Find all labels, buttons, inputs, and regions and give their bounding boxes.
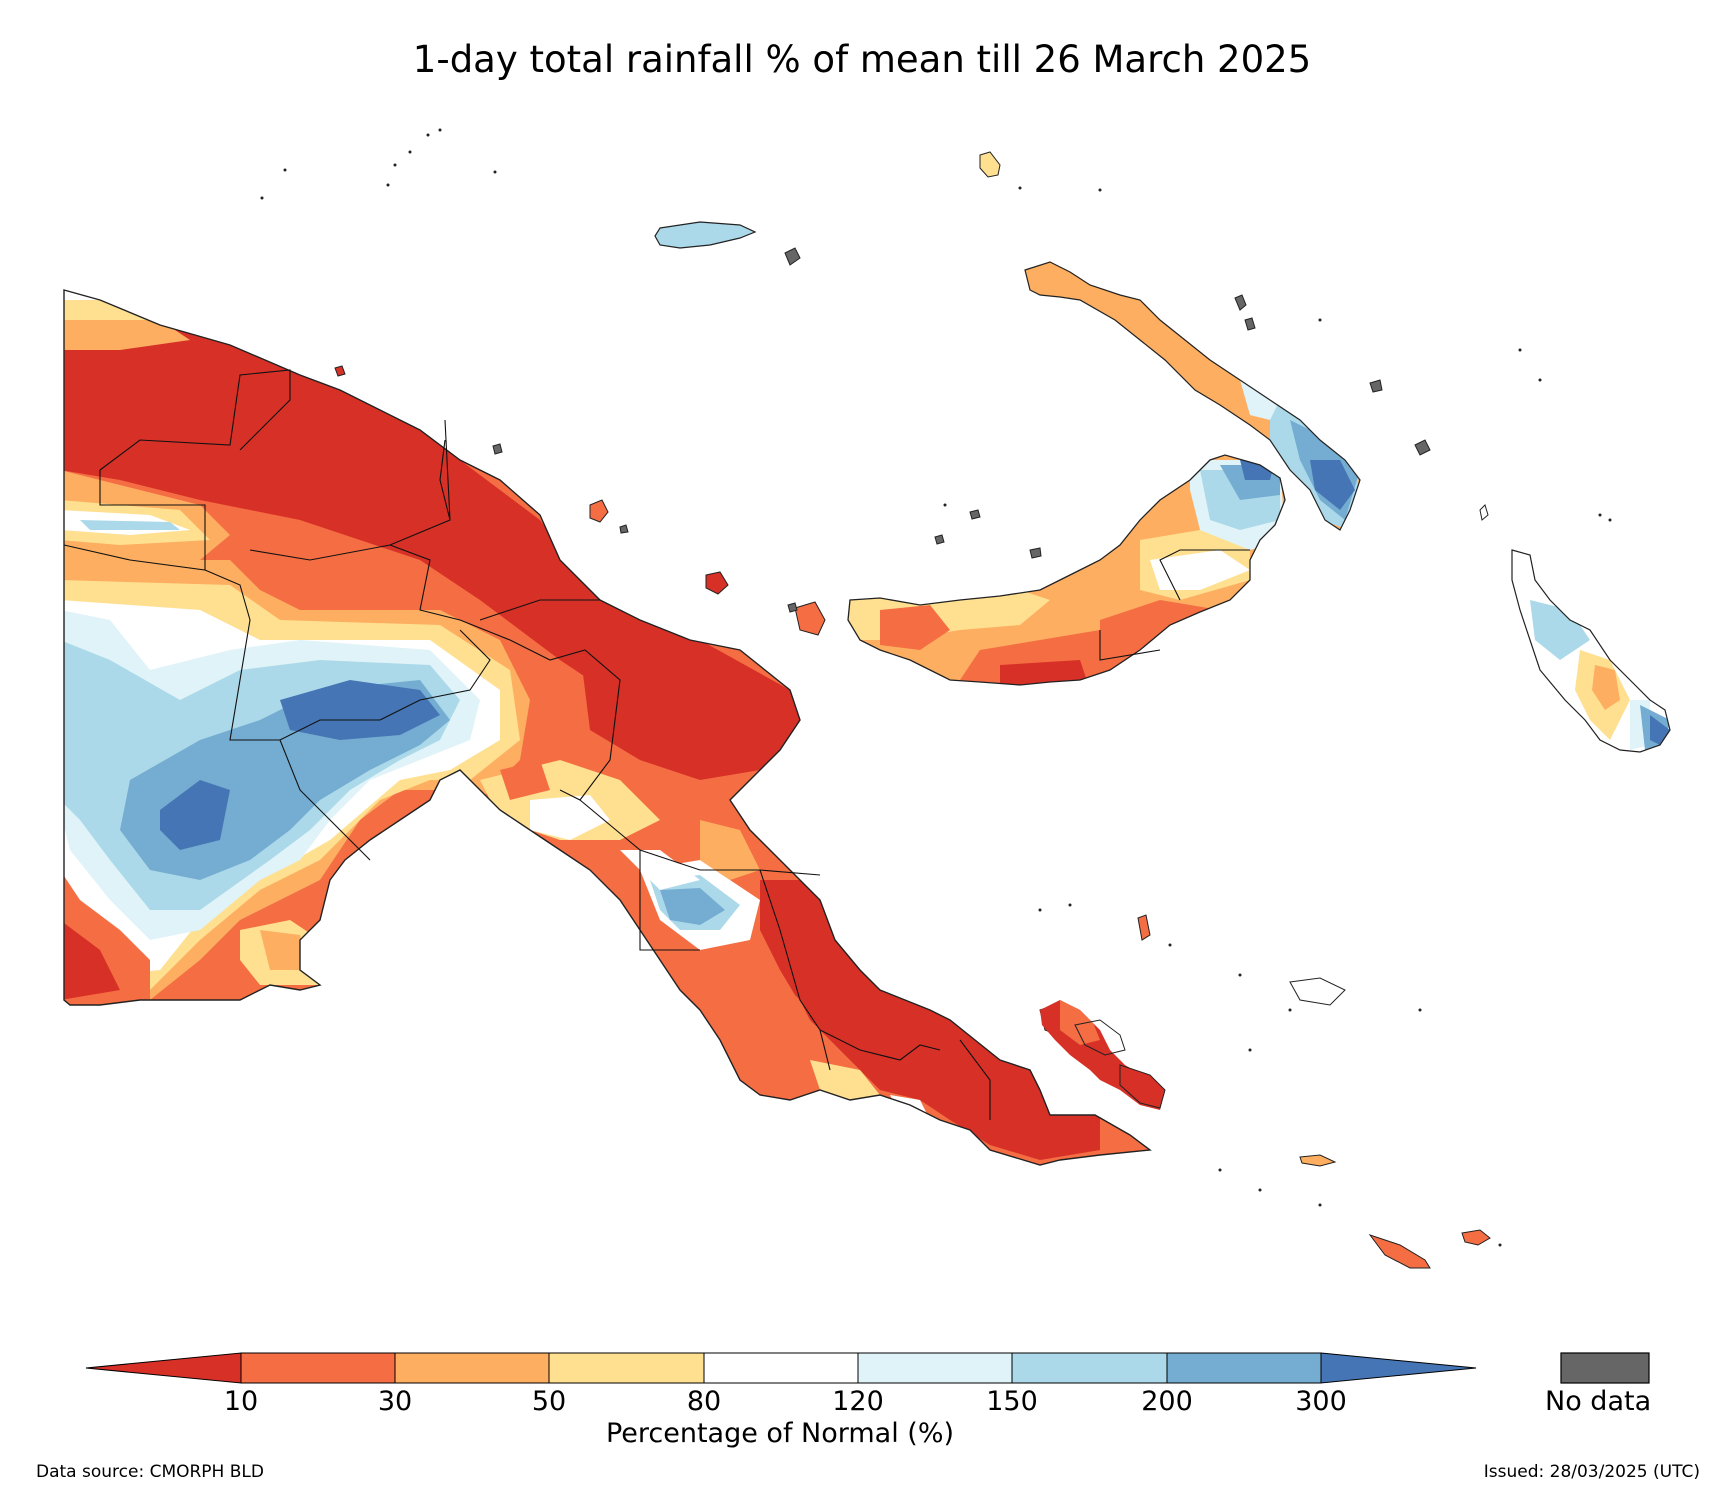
tabar-islet-1	[1234, 294, 1247, 311]
tick-label-150: 150	[986, 1386, 1038, 1417]
data-source: Data source: CMORPH BLD	[36, 1462, 264, 1482]
misima-island	[1299, 1154, 1337, 1167]
tick-label-10: 10	[223, 1386, 259, 1417]
colorbar-bin-120-150	[857, 1352, 1013, 1384]
tick-label-120: 120	[832, 1386, 884, 1417]
colorbar-label: Percentage of Normal (%)	[605, 1418, 955, 1449]
colorbar-bin-10-30	[240, 1352, 396, 1384]
colorbar-bin-80-120	[703, 1352, 859, 1384]
umboi-island	[794, 601, 826, 636]
northwest-red-islet	[334, 365, 346, 377]
mussau-island	[979, 151, 1001, 178]
normanby-island	[1119, 1064, 1166, 1109]
feni-islet	[1369, 379, 1383, 393]
issued-date: Issued: 28/03/2025 (UTC)	[1483, 1462, 1700, 1482]
tabar-islet-2	[1244, 317, 1256, 331]
witu-islet	[934, 534, 945, 545]
colorbar-extend-high	[1320, 1352, 1477, 1384]
sudest-island	[1368, 1234, 1431, 1269]
unea-islet	[969, 509, 981, 520]
tick-label-200: 200	[1141, 1386, 1193, 1417]
rossel-island	[1461, 1229, 1491, 1246]
bagabag-islet	[619, 524, 629, 534]
long-island	[705, 571, 729, 595]
woodlark-island	[1289, 977, 1346, 1006]
colorbar-bin-200-300	[1166, 1352, 1322, 1384]
map-title: 1-day total rainfall % of mean till 26 M…	[412, 38, 1312, 81]
small-islet-dots	[260, 128, 1612, 1247]
siassi-islet	[787, 602, 798, 613]
province-boundaries	[63, 369, 991, 1120]
tick-label-50: 50	[531, 1386, 567, 1417]
manam-islet	[492, 443, 503, 455]
trobriand-islet-red	[1137, 914, 1151, 941]
nodata-swatch	[1560, 1352, 1650, 1384]
karkar-island	[589, 499, 609, 523]
manus-east-islet	[784, 247, 801, 266]
new-britain-coastline	[847, 454, 1286, 686]
tick-label-80: 80	[686, 1386, 722, 1417]
new-britain-boundary	[1099, 549, 1250, 661]
colorbar-bin-30-50	[394, 1352, 550, 1384]
colorbar-bin-150-200	[1011, 1352, 1168, 1384]
new-ireland-coastline	[1024, 261, 1361, 531]
willaumez-islet	[1029, 547, 1042, 559]
fergusson-island	[1074, 1019, 1126, 1056]
colorbar-bin-50-80	[548, 1352, 705, 1384]
nodata-label: No data	[1545, 1386, 1652, 1417]
colorbar-extend-low	[85, 1352, 242, 1384]
tick-label-30: 30	[377, 1386, 413, 1417]
lihir-islet	[1414, 439, 1431, 456]
manus-island	[654, 221, 757, 249]
nissan-islet	[1479, 504, 1489, 521]
mainland-coastline	[63, 289, 1152, 1166]
bougainville-coastline	[1511, 549, 1671, 753]
tick-label-300: 300	[1295, 1386, 1347, 1417]
